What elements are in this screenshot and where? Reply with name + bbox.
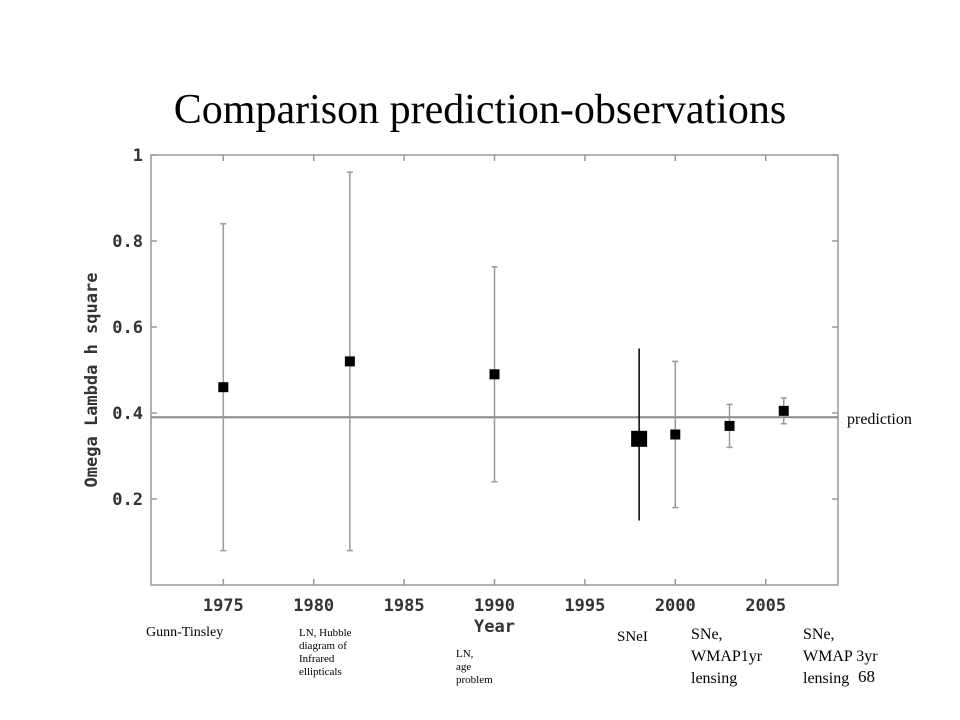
y-tick-label: 0.6 [112,318,143,338]
y-tick-label: 1 [133,146,143,166]
data-point [670,429,681,440]
annotation-sne-wmap3: SNe, WMAP 3yr lensing [803,626,878,687]
annotation-sne-wmap1: SNe, WMAP1yr lensing [691,626,763,687]
annotation-gunn-tinsley: Gunn-Tinsley [146,625,224,640]
data-point [778,405,789,416]
prediction-label: prediction [847,411,912,428]
x-tick-label: 1990 [474,596,515,616]
data-point [631,430,648,447]
x-tick-label: 1980 [293,596,334,616]
x-tick-label: 2005 [745,596,786,616]
y-axis-label: Omega Lambda h square [82,273,102,488]
data-point [724,420,735,431]
data-point [344,356,355,367]
x-tick-label: 1985 [384,596,425,616]
data-point [489,369,500,380]
data-point [218,382,229,393]
y-tick-label: 0.8 [112,232,143,252]
annotation-ln-age: LN, age problem [456,648,493,686]
y-tick-label: 0.2 [112,490,143,510]
slide-title: Comparison prediction-observations [173,87,787,133]
x-tick-label: 1995 [564,596,605,616]
page-number: 68 [858,667,875,686]
annotation-sne1: SNeI [617,629,648,645]
x-axis-label: Year [474,617,515,637]
x-tick-label: 1975 [203,596,244,616]
y-tick-label: 0.4 [112,404,143,424]
annotation-ln-hubble: LN, Hubble diagram of Infrared elliptica… [299,627,352,678]
x-tick-label: 2000 [655,596,696,616]
